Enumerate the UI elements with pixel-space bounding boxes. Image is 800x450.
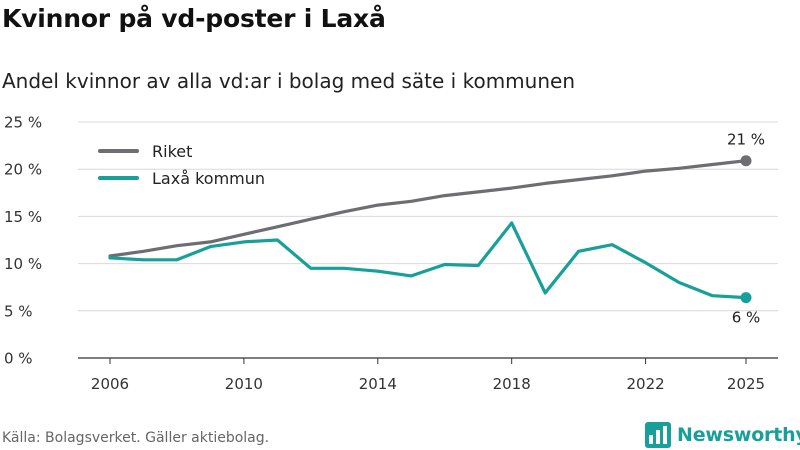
brand-logo: Newsworthy: [645, 421, 800, 449]
x-tick-label: 2022: [626, 375, 664, 393]
chart-subtitle: Andel kvinnor av alla vd:ar i bolag med …: [2, 69, 575, 93]
series-line-laxa: [108, 221, 748, 300]
chart-title: Kvinnor på vd-poster i Laxå: [2, 4, 386, 33]
y-tick-label: 5 %: [4, 302, 33, 320]
source-note: Källa: Bolagsverket. Gäller aktiebolag.: [2, 430, 270, 446]
newsworthy-logo-icon: [645, 422, 671, 448]
brand-name: Newsworthy: [677, 424, 800, 446]
y-tick-label: 0 %: [4, 350, 33, 368]
y-tick-label: 25 %: [4, 114, 42, 132]
x-tick-label: 2014: [359, 375, 397, 393]
y-tick-label: 10 %: [4, 255, 42, 273]
x-tick-label: 2006: [91, 375, 129, 393]
series-end-point-riket: [740, 155, 752, 167]
line-chart: 0 % 5 % 10 % 15 % 20 % 25 % 2006 2010 2014 2018 20…: [4, 114, 778, 393]
series-line-riket: [108, 159, 748, 258]
series-end-label-laxa: 6 %: [732, 309, 761, 327]
legend-label-laxa: Laxå kommun: [152, 169, 265, 188]
series-end-label-riket: 21 %: [727, 131, 765, 149]
x-tick-label: 2010: [225, 375, 263, 393]
series-end-point-laxa: [740, 292, 752, 304]
x-tick-label: 2018: [493, 375, 531, 393]
y-tick-label: 20 %: [4, 161, 42, 179]
y-tick-label: 15 %: [4, 208, 42, 226]
x-tick-label: 2025: [727, 375, 765, 393]
legend-label-riket: Riket: [152, 142, 192, 161]
